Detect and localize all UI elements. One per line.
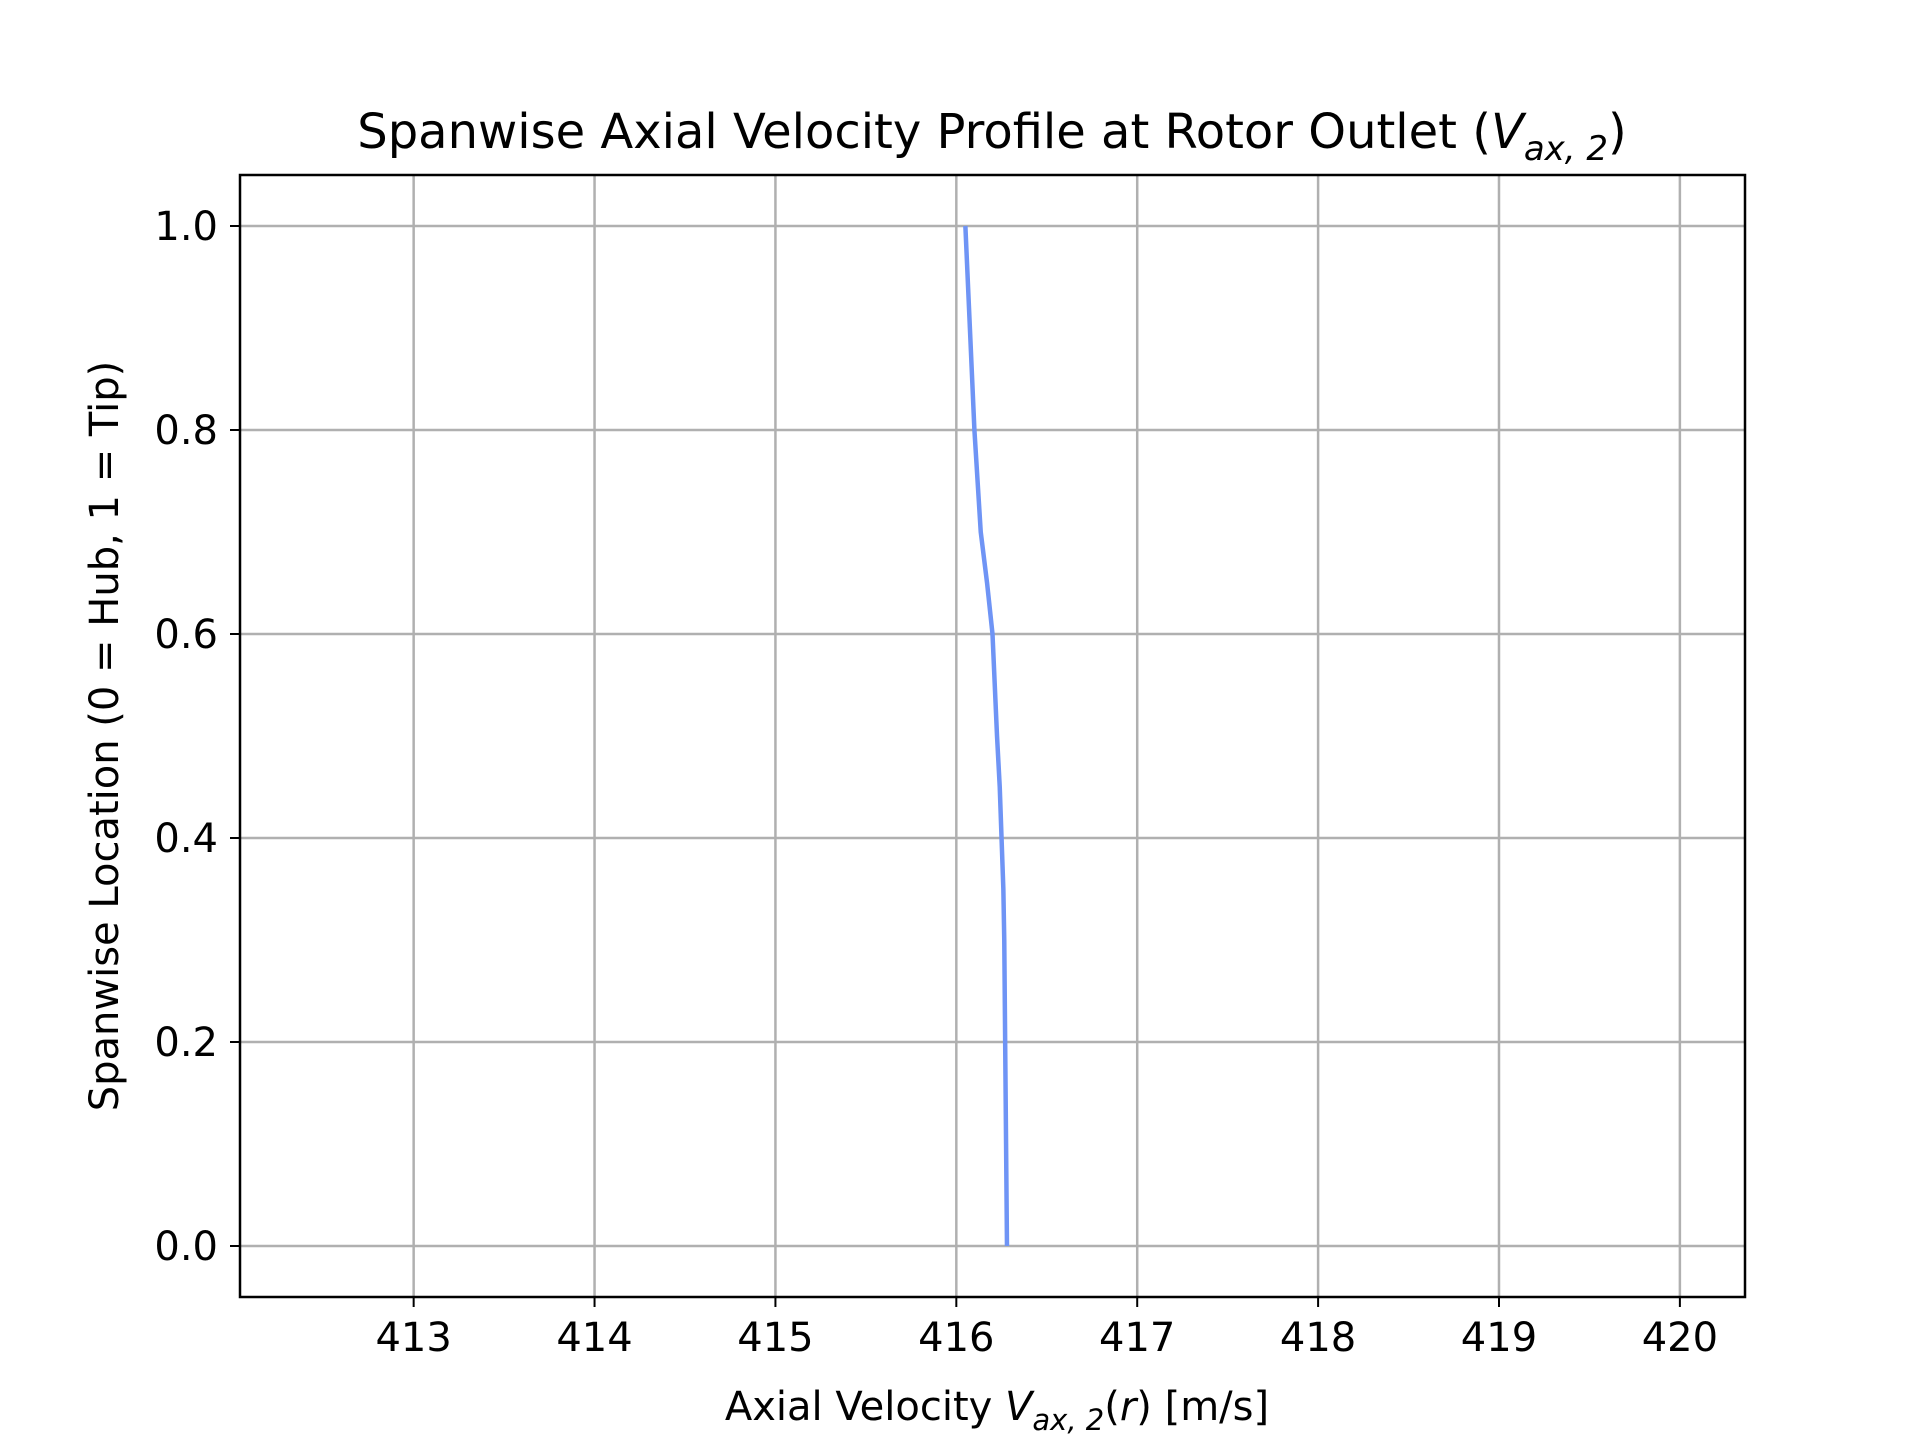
grid [240,175,1745,1297]
y-tick-label: 0.8 [154,408,218,454]
x-tick-label: 416 [918,1315,994,1361]
chart-title-close: ) [1608,104,1627,160]
x-tick-label: 415 [737,1315,813,1361]
x-axis-label-text: Axial Velocity [725,1384,1005,1430]
plot-area-frame [238,173,1747,1299]
y-tick-label: 0.2 [154,1020,218,1066]
x-axis-label: Axial Velocity Vax, 2(r) [m/s] [725,1384,1269,1437]
ticks: 413 414 415 416 417 418 419 420 0.0 0.2 0.4 0.6 0.8 1… [154,204,1718,1361]
x-axis-label-paren: ( [1104,1384,1120,1430]
x-axis-label-subscript: ax, 2 [1032,1403,1104,1437]
chart-title-subscript: ax, 2 [1524,129,1608,169]
x-tick-label: 419 [1461,1315,1537,1361]
x-axis-label-symbol: V [1005,1384,1035,1430]
x-tick-label: 420 [1642,1315,1718,1361]
x-tick-label: 418 [1280,1315,1356,1361]
y-tick-label: 0.6 [154,612,218,658]
series-line [963,225,1010,1247]
y-tick-label: 1.0 [154,204,218,250]
x-axis-label-unit: ) [m/s] [1136,1384,1269,1430]
chart-title: Spanwise Axial Velocity Profile at Rotor… [357,104,1627,169]
x-tick-label: 413 [375,1315,451,1361]
y-axis-label: Spanwise Location (0 = Hub, 1 = Tip) [82,361,128,1112]
chart-title-text: Spanwise Axial Velocity Profile at Rotor… [357,104,1491,160]
x-tick-label: 414 [556,1315,632,1361]
chart-title-symbol: V [1491,104,1527,160]
y-tick-label: 0.4 [154,816,218,862]
y-tick-label: 0.0 [154,1224,218,1270]
x-tick-label: 417 [1099,1315,1175,1361]
series-layer [963,225,1010,1247]
x-axis-label-variable: r [1120,1384,1139,1430]
